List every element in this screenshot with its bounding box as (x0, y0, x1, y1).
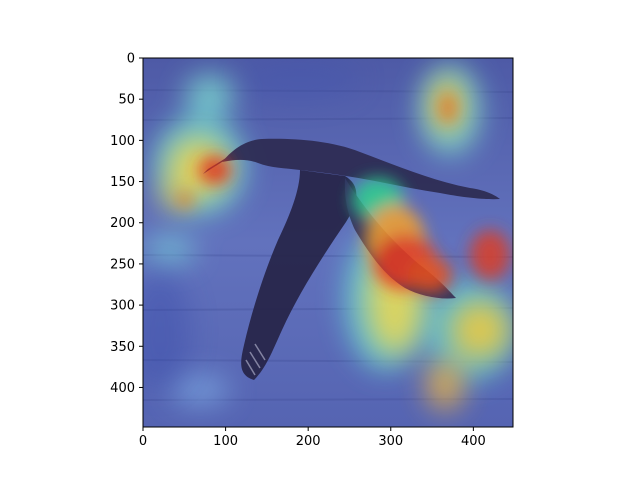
x-tick-label: 400 (461, 434, 486, 449)
y-tick-label: 50 (118, 93, 135, 108)
x-tick-label: 200 (296, 434, 321, 449)
heat-low-regions (143, 60, 360, 390)
y-tick-label: 100 (110, 134, 135, 149)
x-tick-label: 100 (213, 434, 238, 449)
y-tick-label: 350 (110, 340, 135, 355)
attention-heatmap-image (143, 58, 513, 427)
y-tick-label: 200 (110, 216, 135, 231)
y-tick-label: 400 (110, 381, 135, 396)
y-axis: 0 50 100 150 200 250 300 350 400 (110, 52, 143, 396)
heat-hot-regions (177, 93, 510, 293)
y-tick-label: 0 (127, 52, 135, 67)
x-tick-label: 0 (139, 434, 147, 449)
y-tick-label: 250 (110, 257, 135, 272)
x-tick-label: 300 (378, 434, 403, 449)
plot-frame (142, 57, 514, 428)
y-tick-label: 150 (110, 175, 135, 190)
y-tick-label: 300 (110, 299, 135, 314)
x-axis: 0 100 200 300 400 (139, 427, 486, 449)
